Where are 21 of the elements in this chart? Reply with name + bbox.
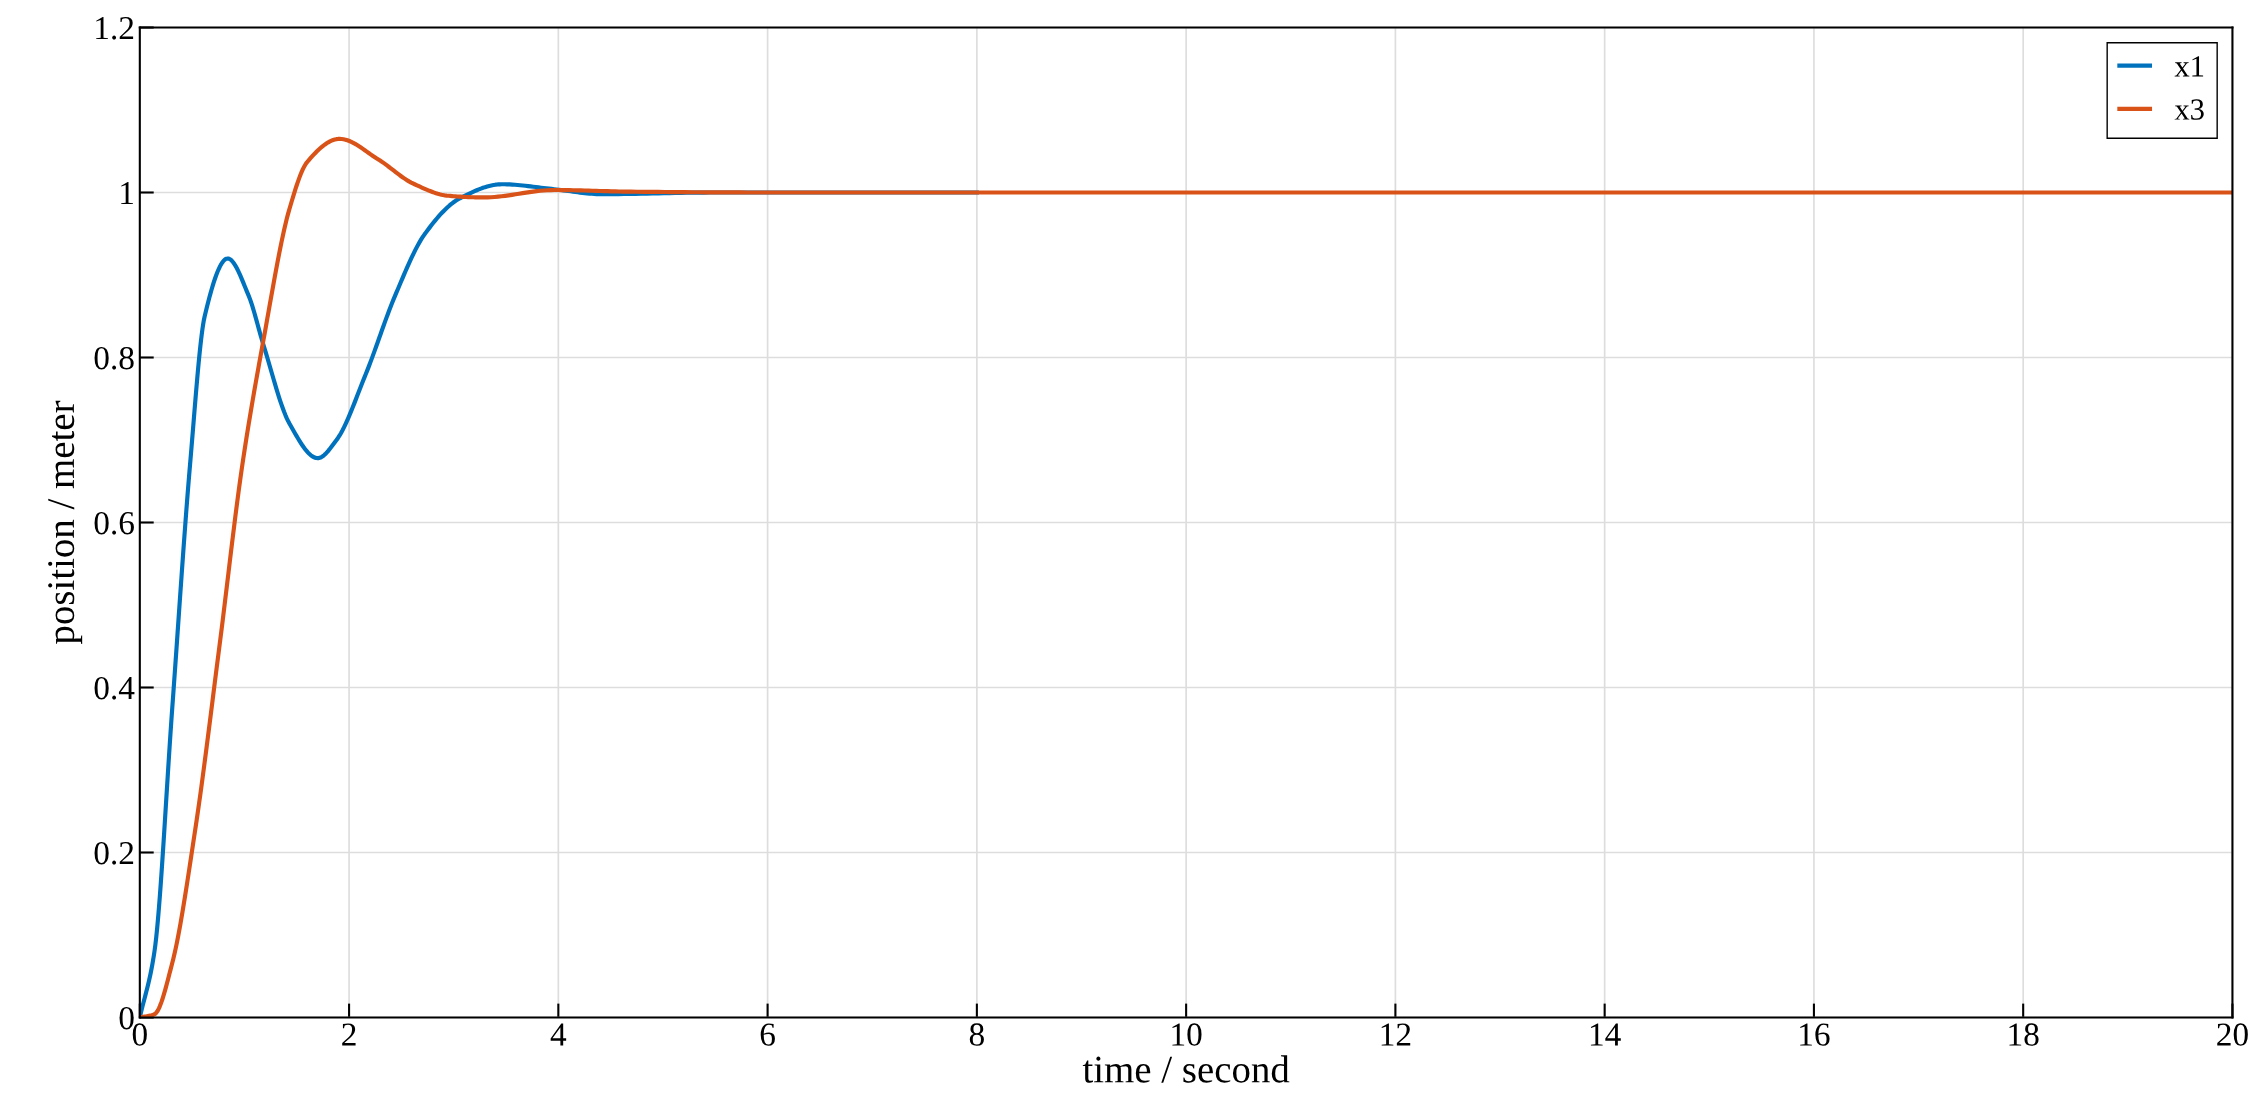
- y-tick-label: 0.4: [94, 676, 135, 700]
- y-tick-label: 1.2: [96, 16, 134, 40]
- y-tick-label: 1: [121, 182, 133, 205]
- legend-label: x3: [2174, 99, 2204, 120]
- x-tick-label: 16: [1800, 1023, 1830, 1046]
- x-tick-label: 14: [1590, 1023, 1621, 1046]
- x-tick-label: 12: [1381, 1023, 1411, 1046]
- x-tick-label: 18: [2009, 1023, 2039, 1046]
- x-tick-label: 8: [969, 1023, 984, 1046]
- x-tick-label: 10: [1172, 1023, 1202, 1046]
- y-tick-label: 0.2: [94, 841, 134, 865]
- x-tick-label: 6: [760, 1023, 775, 1046]
- x-tick-label: 2: [342, 1023, 356, 1046]
- y-tick-label: 0: [119, 1006, 134, 1030]
- x-tick-label: 20: [2217, 1023, 2248, 1046]
- x-tick-label: 4: [550, 1023, 567, 1046]
- legend-label: x1: [2174, 56, 2204, 77]
- x-axis-title: time / second: [1082, 1055, 1290, 1083]
- y-tick-label: 0.6: [94, 511, 134, 535]
- y-axis-title: position / meter: [48, 400, 83, 644]
- y-tick-label: 0.8: [94, 346, 134, 370]
